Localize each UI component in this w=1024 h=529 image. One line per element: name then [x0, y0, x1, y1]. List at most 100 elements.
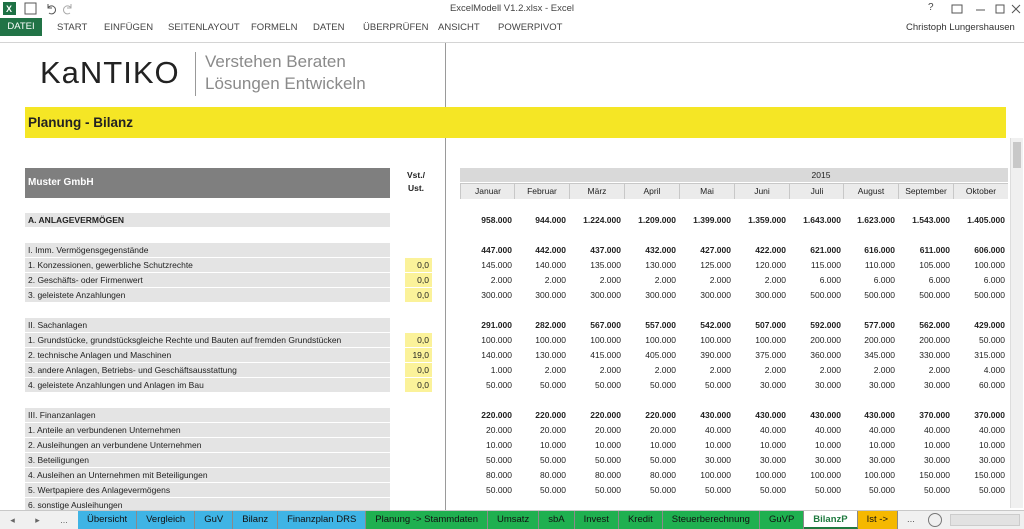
save-icon[interactable] [24, 2, 37, 15]
horizontal-scrollbar[interactable] [949, 514, 1020, 526]
value-cell[interactable]: 1.643.000 [803, 215, 841, 225]
value-cell[interactable]: 300.000 [755, 290, 786, 300]
value-cell[interactable]: 422.000 [755, 245, 786, 255]
value-cell[interactable]: 100.000 [864, 470, 895, 480]
value-cell[interactable]: 300.000 [481, 290, 512, 300]
value-cell[interactable]: 944.000 [535, 215, 566, 225]
vertical-scrollbar[interactable] [1010, 138, 1023, 508]
value-cell[interactable]: 10.000 [705, 440, 731, 450]
value-cell[interactable]: 30.000 [815, 455, 841, 465]
value-cell[interactable]: 50.000 [650, 455, 676, 465]
value-cell[interactable]: 220.000 [535, 410, 566, 420]
value-cell[interactable]: 1.405.000 [967, 215, 1005, 225]
value-cell[interactable]: 2.000 [599, 275, 621, 285]
value-cell[interactable]: 110.000 [864, 260, 895, 270]
scroll-thumb[interactable] [1013, 142, 1021, 168]
value-cell[interactable]: 50.000 [705, 380, 731, 390]
value-cell[interactable]: 50.000 [540, 380, 566, 390]
value-cell[interactable]: 40.000 [979, 425, 1005, 435]
value-cell[interactable]: 20.000 [540, 425, 566, 435]
value-cell[interactable]: 2.000 [928, 365, 950, 375]
value-cell[interactable]: 50.000 [705, 485, 731, 495]
value-cell[interactable]: 30.000 [924, 455, 950, 465]
value-cell[interactable]: 6.000 [983, 275, 1005, 285]
help-button[interactable]: ? [928, 2, 934, 13]
value-cell[interactable]: 135.000 [590, 260, 621, 270]
maximize[interactable] [995, 4, 1005, 14]
value-cell[interactable]: 592.000 [810, 320, 841, 330]
value-cell[interactable]: 2.000 [544, 365, 566, 375]
value-cell[interactable]: 50.000 [979, 485, 1005, 495]
value-cell[interactable]: 10.000 [650, 440, 676, 450]
value-cell[interactable]: 50.000 [869, 485, 895, 495]
value-cell[interactable]: 20.000 [595, 425, 621, 435]
value-cell[interactable]: 140.000 [535, 260, 566, 270]
value-cell[interactable]: 50.000 [650, 485, 676, 495]
value-cell[interactable]: 1.399.000 [693, 215, 731, 225]
sheet-tab[interactable]: Ist -> [857, 511, 898, 529]
value-cell[interactable]: 2.000 [764, 365, 786, 375]
value-cell[interactable]: 220.000 [645, 410, 676, 420]
value-cell[interactable]: 6.000 [928, 275, 950, 285]
value-cell[interactable]: 30.000 [815, 380, 841, 390]
vst-cell[interactable]: 0,0 [405, 258, 432, 272]
value-cell[interactable]: 200.000 [810, 335, 841, 345]
value-cell[interactable]: 447.000 [481, 245, 512, 255]
value-cell[interactable]: 4.000 [983, 365, 1005, 375]
close[interactable] [1011, 4, 1021, 14]
value-cell[interactable]: 427.000 [700, 245, 731, 255]
value-cell[interactable]: 130.000 [645, 260, 676, 270]
value-cell[interactable]: 220.000 [481, 410, 512, 420]
value-cell[interactable]: 557.000 [645, 320, 676, 330]
vst-cell[interactable]: 0,0 [405, 273, 432, 287]
value-cell[interactable]: 60.000 [979, 380, 1005, 390]
sheet-tab[interactable]: sbA [539, 511, 575, 529]
value-cell[interactable]: 10.000 [760, 440, 786, 450]
ribbon-tab[interactable]: ÜBERPRÜFEN [363, 22, 429, 33]
value-cell[interactable]: 145.000 [481, 260, 512, 270]
value-cell[interactable]: 30.000 [979, 455, 1005, 465]
value-cell[interactable]: 100.000 [810, 470, 841, 480]
value-cell[interactable]: 10.000 [979, 440, 1005, 450]
value-cell[interactable]: 500.000 [810, 290, 841, 300]
value-cell[interactable]: 437.000 [590, 245, 621, 255]
value-cell[interactable]: 30.000 [705, 455, 731, 465]
tab-prev[interactable]: ◂ [10, 514, 15, 525]
vst-cell[interactable]: 0,0 [405, 288, 432, 302]
value-cell[interactable]: 300.000 [590, 290, 621, 300]
ribbon-tab[interactable]: START [57, 22, 88, 33]
value-cell[interactable]: 30.000 [760, 380, 786, 390]
vst-cell[interactable]: 0,0 [405, 378, 432, 392]
value-cell[interactable]: 40.000 [815, 425, 841, 435]
tab-overflow[interactable]: ... [60, 515, 68, 525]
value-cell[interactable]: 105.000 [919, 260, 950, 270]
value-cell[interactable]: 300.000 [700, 290, 731, 300]
value-cell[interactable]: 115.000 [810, 260, 841, 270]
value-cell[interactable]: 606.000 [974, 245, 1005, 255]
value-cell[interactable]: 40.000 [869, 425, 895, 435]
value-cell[interactable]: 20.000 [650, 425, 676, 435]
sheet-tab[interactable]: GuVP [759, 511, 805, 529]
value-cell[interactable]: 50.000 [815, 485, 841, 495]
value-cell[interactable]: 100.000 [590, 335, 621, 345]
value-cell[interactable]: 30.000 [760, 455, 786, 465]
value-cell[interactable]: 10.000 [924, 440, 950, 450]
value-cell[interactable]: 150.000 [919, 470, 950, 480]
value-cell[interactable]: 50.000 [924, 485, 950, 495]
value-cell[interactable]: 40.000 [760, 425, 786, 435]
value-cell[interactable]: 282.000 [535, 320, 566, 330]
value-cell[interactable]: 429.000 [974, 320, 1005, 330]
value-cell[interactable]: 621.000 [810, 245, 841, 255]
value-cell[interactable]: 442.000 [535, 245, 566, 255]
value-cell[interactable]: 50.000 [486, 485, 512, 495]
value-cell[interactable]: 100.000 [481, 335, 512, 345]
value-cell[interactable]: 958.000 [481, 215, 512, 225]
value-cell[interactable]: 2.000 [490, 275, 512, 285]
value-cell[interactable]: 315.000 [974, 350, 1005, 360]
value-cell[interactable]: 2.000 [599, 365, 621, 375]
value-cell[interactable]: 2.000 [544, 275, 566, 285]
redo-icon[interactable] [63, 4, 72, 15]
value-cell[interactable]: 200.000 [864, 335, 895, 345]
value-cell[interactable]: 616.000 [864, 245, 895, 255]
sheet-tab[interactable]: Finanzplan DRS [278, 511, 367, 529]
